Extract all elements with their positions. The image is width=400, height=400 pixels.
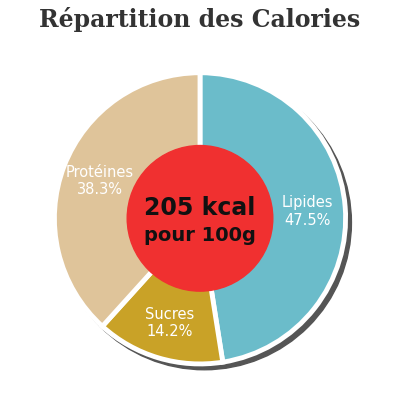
Text: 14.2%: 14.2%	[146, 324, 192, 339]
Text: 47.5%: 47.5%	[284, 212, 331, 228]
Circle shape	[57, 76, 352, 370]
Text: 205 kcal: 205 kcal	[144, 196, 256, 220]
Text: 38.3%: 38.3%	[76, 182, 122, 197]
Circle shape	[127, 146, 273, 291]
Wedge shape	[102, 218, 223, 364]
Title: Répartition des Calories: Répartition des Calories	[39, 7, 361, 32]
Wedge shape	[200, 73, 346, 362]
Wedge shape	[102, 218, 223, 364]
Wedge shape	[54, 73, 200, 326]
Text: Sucres: Sucres	[145, 307, 194, 322]
Text: pour 100g: pour 100g	[144, 226, 256, 245]
Wedge shape	[200, 73, 346, 362]
Wedge shape	[54, 73, 200, 326]
Text: Lipides: Lipides	[282, 195, 333, 210]
Text: Protéines: Protéines	[65, 165, 134, 180]
